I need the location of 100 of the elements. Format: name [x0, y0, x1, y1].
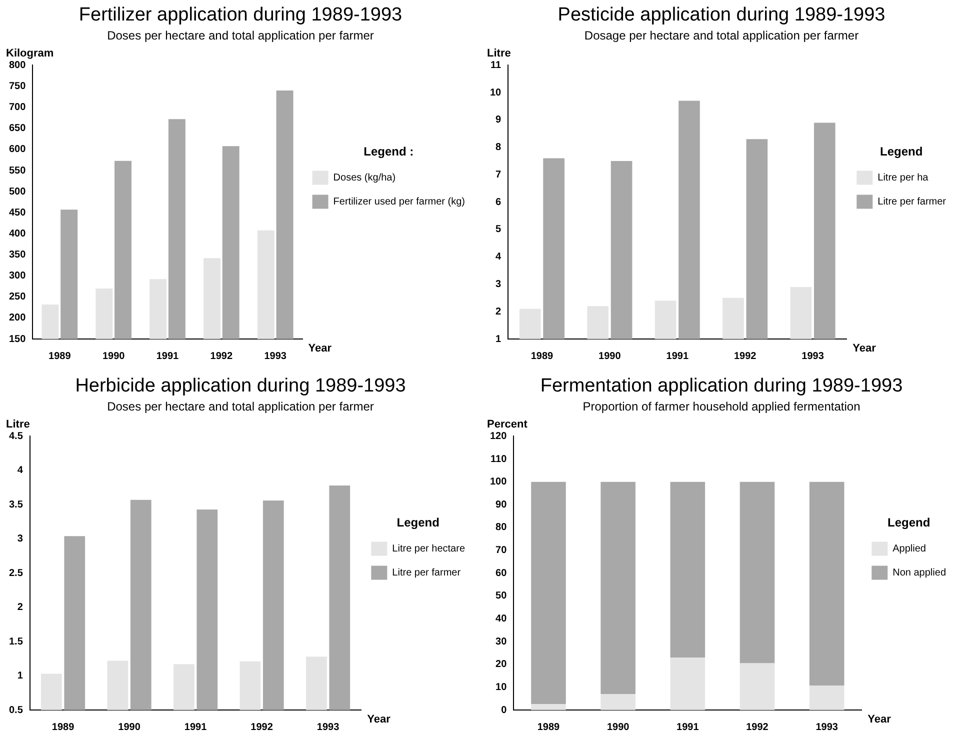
y-tick-label: 9: [496, 114, 502, 126]
y-tick-label: 6: [496, 196, 502, 208]
legend-label: Litre per hectare: [392, 543, 466, 554]
y-tick-label: 70: [496, 545, 508, 556]
x-axis-title: Year: [367, 714, 392, 726]
chart-title: Pesticide application during 1989-1993: [558, 4, 886, 26]
y-tick-label: 30: [496, 636, 508, 648]
x-axis-title: Year: [852, 342, 877, 355]
y-tick-label: 10: [490, 87, 502, 98]
bar: [670, 658, 706, 710]
x-tick-label: 1993: [802, 350, 824, 362]
y-tick-label: 2: [17, 602, 24, 614]
y-axis-title: Percent: [487, 418, 528, 431]
y-tick-label: 350: [8, 250, 26, 261]
y-tick-label: 4: [496, 252, 502, 263]
y-tick-label: 90: [496, 499, 508, 510]
bar: [531, 482, 566, 704]
legend-label: Doses (kg/ha): [333, 172, 396, 184]
y-tick-label: 1: [17, 670, 24, 682]
y-tick-label: 20: [496, 659, 508, 670]
x-tick-label: 1989: [537, 722, 560, 733]
y-tick-label: 2.5: [8, 568, 24, 579]
y-tick-label: 4.5: [8, 430, 24, 442]
y-tick-label: 750: [8, 81, 26, 92]
y-tick-label: 50: [496, 590, 508, 602]
y-tick-label: 650: [8, 123, 26, 134]
x-tick-label: 1992: [746, 722, 769, 733]
chart-subtitle: Proportion of farmer household applied fermentation: [582, 399, 860, 414]
legend-label: Litre per farmer: [878, 196, 947, 208]
y-tick-label: 1.5: [8, 636, 24, 648]
y-tick-label: 1: [496, 334, 502, 345]
legend-title: Legend: [887, 516, 930, 530]
y-tick-label: 500: [8, 186, 26, 198]
x-tick-label: 1992: [210, 350, 233, 362]
x-tick-label: 1990: [118, 722, 141, 733]
y-tick-label: 0: [501, 704, 508, 716]
x-tick-label: 1992: [250, 722, 274, 733]
y-tick-label: 550: [8, 165, 26, 176]
y-tick-label: 3.5: [8, 499, 24, 510]
y-tick-label: 400: [8, 228, 26, 240]
y-tick-label: 450: [8, 207, 26, 218]
bar: [809, 482, 844, 686]
y-tick-label: 10: [496, 682, 508, 693]
x-tick-label: 1990: [598, 350, 622, 362]
y-tick-label: 11: [490, 60, 502, 71]
y-tick-label: 200: [8, 312, 26, 324]
legend-title: Legend: [880, 144, 923, 159]
x-tick-label: 1990: [606, 722, 630, 733]
bar: [670, 482, 706, 658]
bar: [600, 482, 636, 694]
chart-subtitle: Doses per hectare and total application per farmer: [107, 399, 374, 414]
x-axis-title: Year: [868, 714, 892, 726]
x-tick-label: 1989: [48, 350, 72, 362]
y-tick-label: 120: [490, 430, 508, 442]
legend-label: Fertilizer used per farmer (kg): [333, 196, 466, 208]
x-tick-label: 1989: [52, 722, 75, 733]
legend-title: Legend :: [364, 144, 414, 159]
x-tick-label: 1993: [264, 350, 287, 362]
y-tick-label: 40: [496, 613, 508, 624]
y-tick-label: 8: [496, 142, 502, 154]
chart-subtitle: Doses per hectare and total application per farmer: [107, 28, 374, 42]
y-tick-label: 4: [17, 465, 24, 476]
y-tick-label: 150: [8, 334, 26, 345]
y-tick-label: 60: [496, 568, 508, 579]
y-axis-title: Kilogram: [6, 48, 54, 60]
y-tick-label: 100: [490, 476, 508, 488]
y-tick-label: 800: [8, 60, 26, 71]
x-tick-label: 1992: [734, 350, 757, 362]
y-tick-label: 300: [8, 270, 26, 282]
y-tick-label: 700: [8, 102, 26, 114]
bar: [531, 704, 566, 710]
y-tick-label: 80: [496, 522, 508, 534]
y-axis-title: Litre: [487, 48, 511, 60]
x-tick-label: 1993: [316, 722, 340, 733]
legend-label: Applied: [892, 543, 926, 554]
y-axis-title: Litre: [6, 418, 30, 431]
bar: [740, 482, 775, 664]
y-tick-label: 7: [496, 169, 502, 180]
y-tick-label: 110: [490, 454, 508, 465]
x-tick-label: 1990: [102, 350, 126, 362]
y-tick-label: 600: [8, 144, 26, 156]
y-tick-label: 5: [496, 224, 502, 236]
x-tick-label: 1991: [676, 722, 700, 733]
chart-title: Fermentation application during 1989-1993: [540, 376, 903, 397]
legend-label: Non applied: [892, 567, 946, 578]
y-tick-label: 250: [8, 292, 26, 303]
bar: [600, 694, 636, 710]
y-tick-label: 0.5: [8, 704, 24, 716]
chart-subtitle: Dosage per hectare and total application per farmer: [584, 28, 859, 42]
legend-label: Litre per ha: [878, 172, 929, 184]
bar: [809, 686, 844, 710]
legend-title: Legend: [396, 516, 440, 530]
x-axis-title: Year: [308, 342, 332, 355]
x-tick-label: 1991: [666, 350, 689, 362]
x-tick-label: 1991: [184, 722, 208, 733]
y-tick-label: 3: [17, 534, 24, 545]
legend-label: Litre per farmer: [392, 567, 462, 578]
x-tick-label: 1993: [816, 722, 838, 733]
x-tick-label: 1989: [530, 350, 554, 362]
chart-title: Herbicide application during 1989-1993: [75, 376, 406, 397]
